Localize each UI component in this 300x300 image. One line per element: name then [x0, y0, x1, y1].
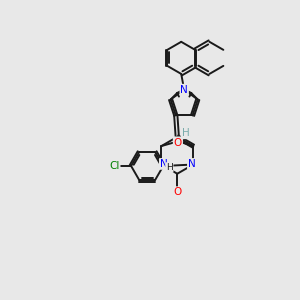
Text: H: H [166, 163, 173, 172]
Text: H: H [182, 128, 190, 138]
Text: O: O [173, 187, 182, 197]
Text: O: O [174, 137, 182, 148]
Text: N: N [188, 159, 196, 169]
Text: Cl: Cl [109, 161, 120, 171]
Text: O: O [174, 137, 182, 148]
Text: N: N [180, 85, 188, 95]
Text: N: N [160, 159, 168, 169]
